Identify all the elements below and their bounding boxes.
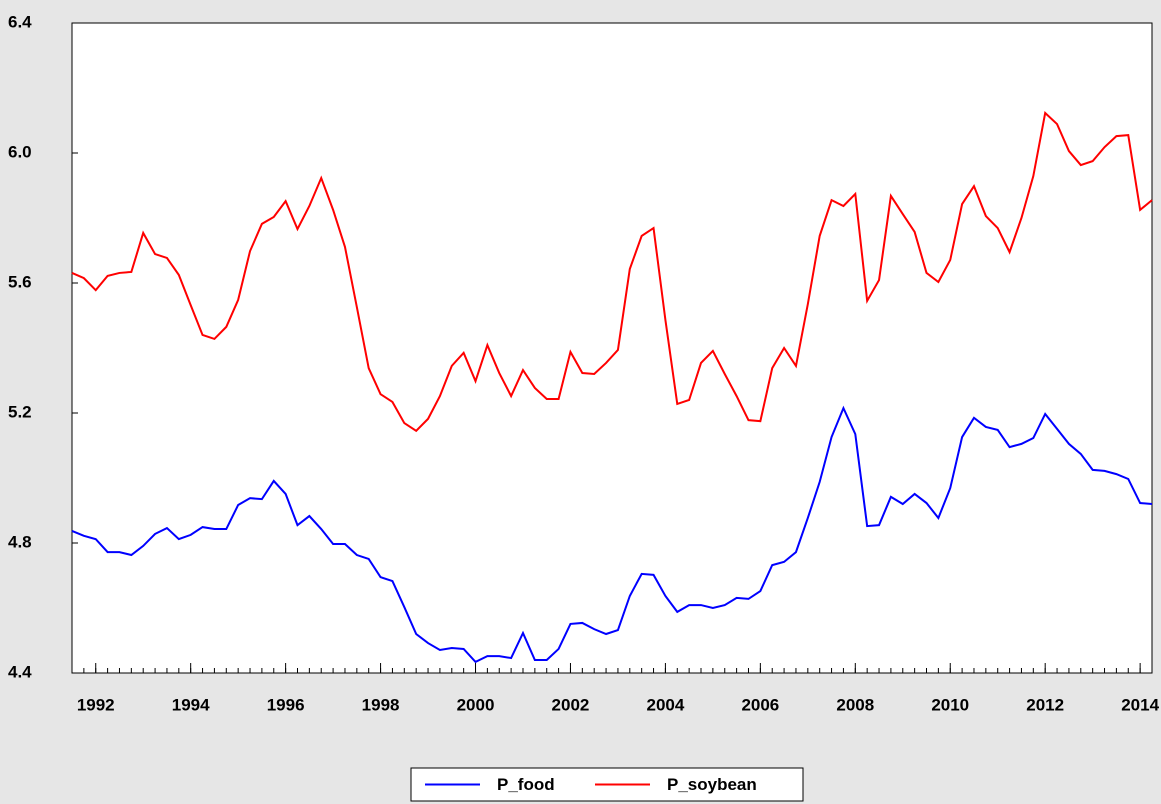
x-tick-label: 1994 [172, 695, 210, 714]
y-tick-label: 5.6 [8, 272, 32, 291]
y-tick-label: 6.0 [8, 142, 32, 161]
y-tick-label: 6.4 [8, 12, 32, 31]
y-tick-label: 4.8 [8, 532, 32, 551]
x-tick-label: 2010 [931, 695, 969, 714]
x-tick-label: 1992 [77, 695, 115, 714]
x-tick-label: 2000 [457, 695, 495, 714]
line-series [71, 111, 1153, 433]
line-series [71, 405, 1153, 664]
y-tick-label: 5.2 [8, 402, 32, 421]
x-tick-label: 1996 [267, 695, 305, 714]
legend-label: P_food [497, 775, 555, 794]
x-tick-label: 1998 [362, 695, 400, 714]
x-tick-label: 2008 [836, 695, 874, 714]
plot-area [71, 22, 1153, 674]
legend-label: P_soybean [667, 775, 757, 794]
x-tick-label: 2012 [1026, 695, 1064, 714]
x-tick-label: 2014 [1121, 695, 1159, 714]
x-tick-label: 2002 [552, 695, 590, 714]
y-tick-label: 4.4 [8, 662, 32, 681]
x-tick-label: 2006 [741, 695, 779, 714]
x-tick-label: 2004 [646, 695, 684, 714]
